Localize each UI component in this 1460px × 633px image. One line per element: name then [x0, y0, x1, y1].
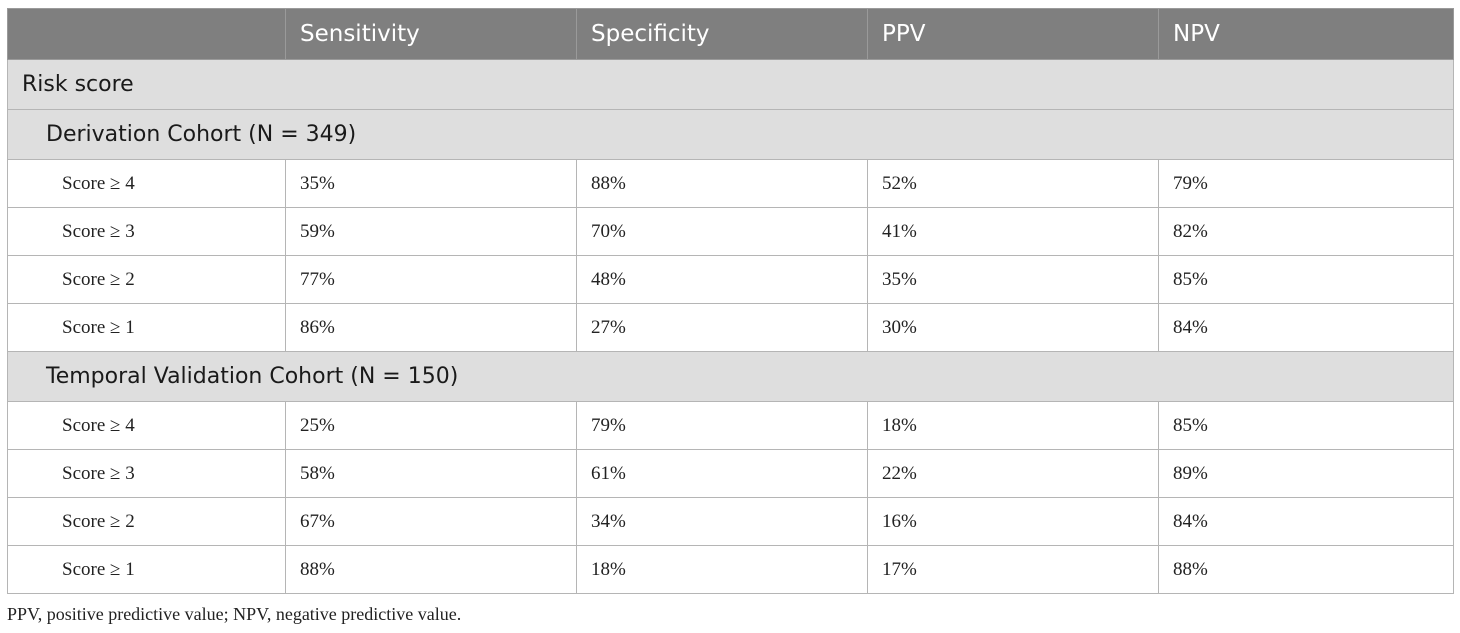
cell-specificity: 48%	[576, 255, 868, 304]
table-row: Score ≥ 1 88% 18% 17% 88%	[7, 545, 1454, 594]
cell-sensitivity: 59%	[285, 207, 577, 256]
row-label: Score ≥ 2	[7, 497, 286, 546]
cell-npv: 79%	[1158, 159, 1454, 208]
cell-specificity: 61%	[576, 449, 868, 498]
results-table: Sensitivity Specificity PPV NPV Risk sco…	[7, 8, 1454, 594]
cell-sensitivity: 86%	[285, 303, 577, 352]
cell-ppv: 52%	[867, 159, 1159, 208]
row-label: Score ≥ 4	[7, 401, 286, 450]
cell-npv: 89%	[1158, 449, 1454, 498]
header-cell-blank	[7, 8, 286, 60]
cell-npv: 85%	[1158, 401, 1454, 450]
cell-ppv: 35%	[867, 255, 1159, 304]
cell-npv: 84%	[1158, 497, 1454, 546]
header-cell-specificity: Specificity	[576, 8, 868, 60]
row-label: Score ≥ 3	[7, 207, 286, 256]
results-table-container: Sensitivity Specificity PPV NPV Risk sco…	[7, 8, 1454, 594]
cell-specificity: 79%	[576, 401, 868, 450]
group-label: Temporal Validation Cohort (N = 150)	[7, 351, 1454, 402]
group-row-temporal-validation: Temporal Validation Cohort (N = 150)	[7, 351, 1454, 402]
cell-ppv: 16%	[867, 497, 1159, 546]
section-row-risk-score: Risk score	[7, 59, 1454, 110]
cell-specificity: 70%	[576, 207, 868, 256]
cell-npv: 88%	[1158, 545, 1454, 594]
table-row: Score ≥ 4 25% 79% 18% 85%	[7, 401, 1454, 450]
cell-sensitivity: 58%	[285, 449, 577, 498]
group-label: Derivation Cohort (N = 349)	[7, 109, 1454, 160]
cell-specificity: 27%	[576, 303, 868, 352]
cell-sensitivity: 25%	[285, 401, 577, 450]
cell-npv: 84%	[1158, 303, 1454, 352]
header-row: Sensitivity Specificity PPV NPV	[7, 8, 1454, 60]
header-cell-ppv: PPV	[867, 8, 1159, 60]
cell-ppv: 22%	[867, 449, 1159, 498]
cell-sensitivity: 77%	[285, 255, 577, 304]
cell-sensitivity: 35%	[285, 159, 577, 208]
cell-ppv: 18%	[867, 401, 1159, 450]
header-cell-npv: NPV	[1158, 8, 1454, 60]
cell-specificity: 34%	[576, 497, 868, 546]
row-label: Score ≥ 3	[7, 449, 286, 498]
header-cell-sensitivity: Sensitivity	[285, 8, 577, 60]
row-label: Score ≥ 4	[7, 159, 286, 208]
cell-ppv: 41%	[867, 207, 1159, 256]
cell-npv: 82%	[1158, 207, 1454, 256]
row-label: Score ≥ 2	[7, 255, 286, 304]
table-row: Score ≥ 2 67% 34% 16% 84%	[7, 497, 1454, 546]
cell-sensitivity: 88%	[285, 545, 577, 594]
table-row: Score ≥ 4 35% 88% 52% 79%	[7, 159, 1454, 208]
cell-ppv: 17%	[867, 545, 1159, 594]
row-label: Score ≥ 1	[7, 545, 286, 594]
cell-npv: 85%	[1158, 255, 1454, 304]
table-row: Score ≥ 2 77% 48% 35% 85%	[7, 255, 1454, 304]
section-label: Risk score	[7, 59, 1454, 110]
table-row: Score ≥ 3 59% 70% 41% 82%	[7, 207, 1454, 256]
group-row-derivation: Derivation Cohort (N = 349)	[7, 109, 1454, 160]
row-label: Score ≥ 1	[7, 303, 286, 352]
table-row: Score ≥ 3 58% 61% 22% 89%	[7, 449, 1454, 498]
cell-sensitivity: 67%	[285, 497, 577, 546]
table-row: Score ≥ 1 86% 27% 30% 84%	[7, 303, 1454, 352]
cell-ppv: 30%	[867, 303, 1159, 352]
cell-specificity: 88%	[576, 159, 868, 208]
table-footnote: PPV, positive predictive value; NPV, neg…	[7, 604, 462, 624]
cell-specificity: 18%	[576, 545, 868, 594]
